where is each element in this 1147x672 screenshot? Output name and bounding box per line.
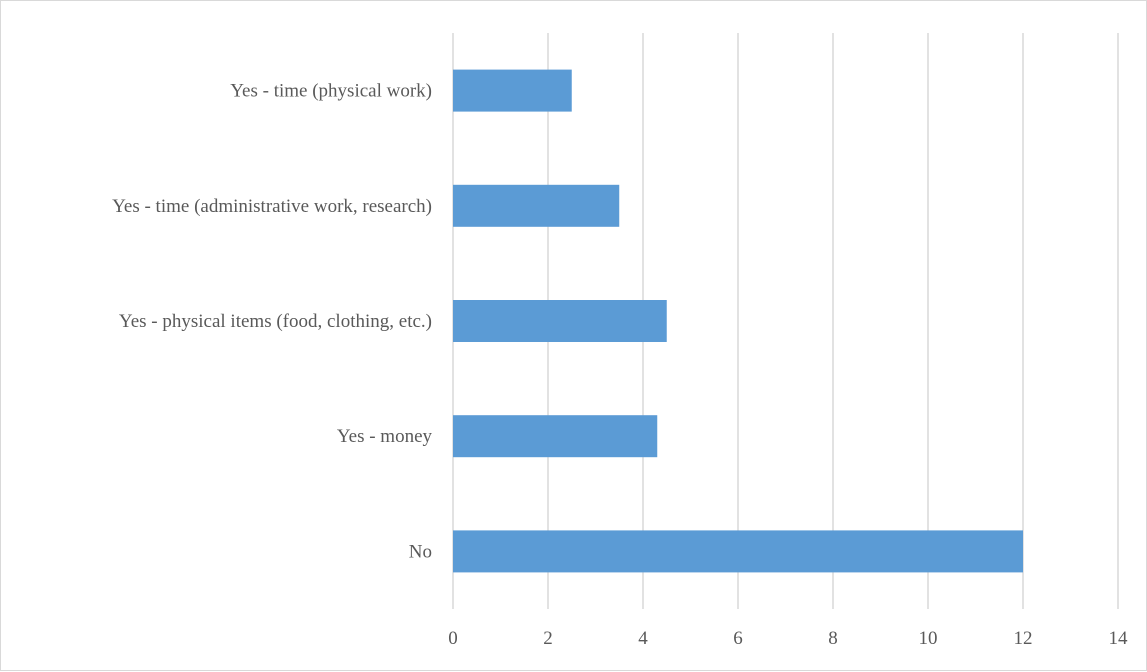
x-tick-label: 0 <box>448 628 458 649</box>
bar-4 <box>453 530 1023 573</box>
bar-2 <box>453 300 667 342</box>
category-label: Yes - time (administrative work, researc… <box>112 196 432 217</box>
category-label: Yes - physical items (food, clothing, et… <box>119 311 432 332</box>
category-label: No <box>409 541 432 562</box>
category-label: Yes - time (physical work) <box>230 81 432 102</box>
bar-1 <box>453 184 620 227</box>
category-label: Yes - money <box>337 426 433 447</box>
x-tick-label: 6 <box>733 628 743 649</box>
x-tick-label: 2 <box>543 628 553 649</box>
x-tick-label: 12 <box>1014 628 1033 649</box>
x-tick-label: 4 <box>638 628 648 649</box>
bar-3 <box>453 415 658 458</box>
bars <box>453 69 1023 573</box>
category-labels: Yes - time (physical work) Yes - time (ad… <box>112 81 432 563</box>
x-tick-labels: 0 2 4 6 8 10 12 14 <box>448 628 1128 649</box>
x-tick-label: 10 <box>919 628 938 649</box>
bar-0 <box>453 69 572 112</box>
x-tick-label: 14 <box>1109 628 1129 649</box>
x-tick-label: 8 <box>828 628 838 649</box>
